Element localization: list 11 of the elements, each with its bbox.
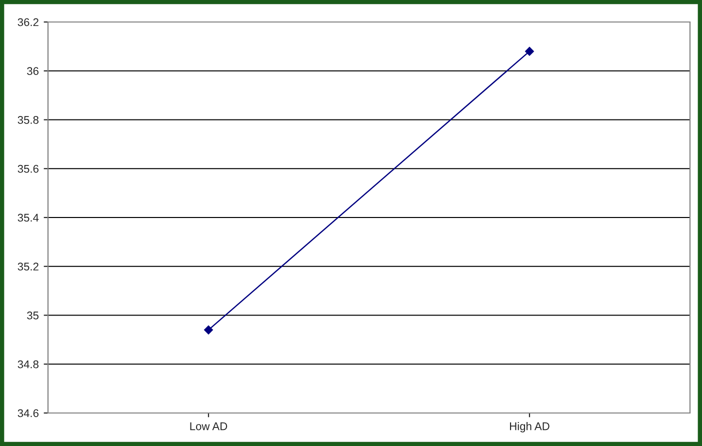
y-tick-label: 35: [27, 312, 39, 320]
y-tick-label: 34.8: [18, 360, 38, 368]
y-tick-label: 35.6: [18, 164, 38, 173]
y-tick-label: 35.2: [18, 262, 38, 271]
y-tick-label: 35.8: [18, 116, 38, 124]
y-tick-label: 34.6: [18, 409, 38, 418]
y-tick-label: 35.4: [18, 214, 39, 222]
x-tick-label: High AD: [510, 422, 550, 432]
x-tick-label: Low AD: [190, 422, 228, 430]
y-tick-label: 36: [27, 67, 38, 76]
y-tick-label: 36.2: [18, 18, 38, 26]
